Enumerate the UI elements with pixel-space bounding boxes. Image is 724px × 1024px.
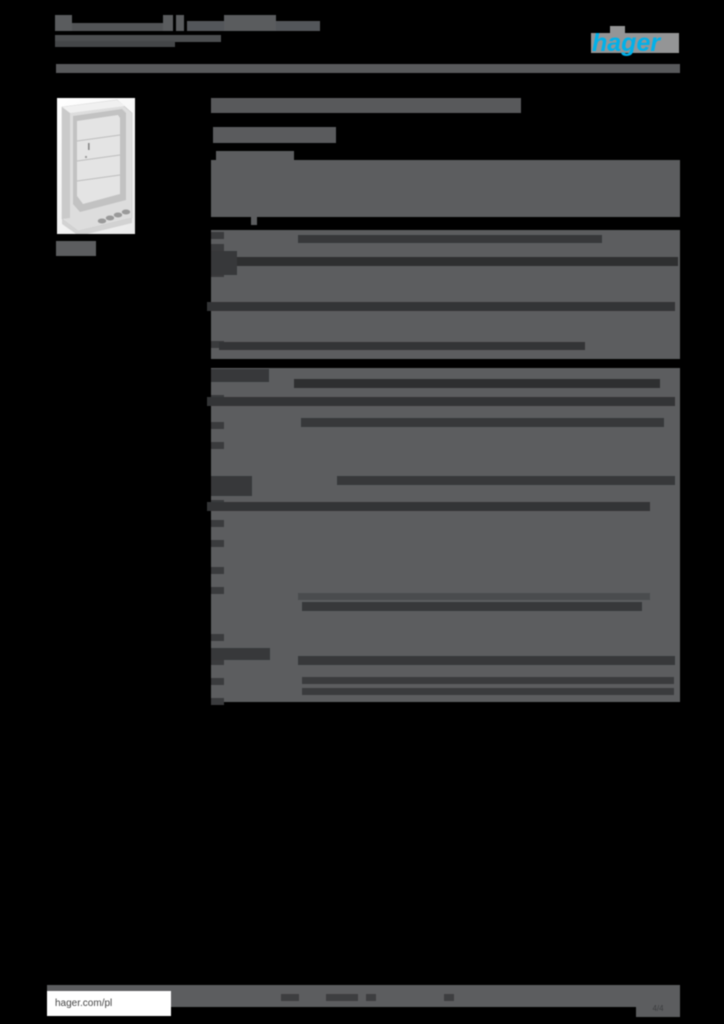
svg-text:hager: hager <box>592 29 661 57</box>
